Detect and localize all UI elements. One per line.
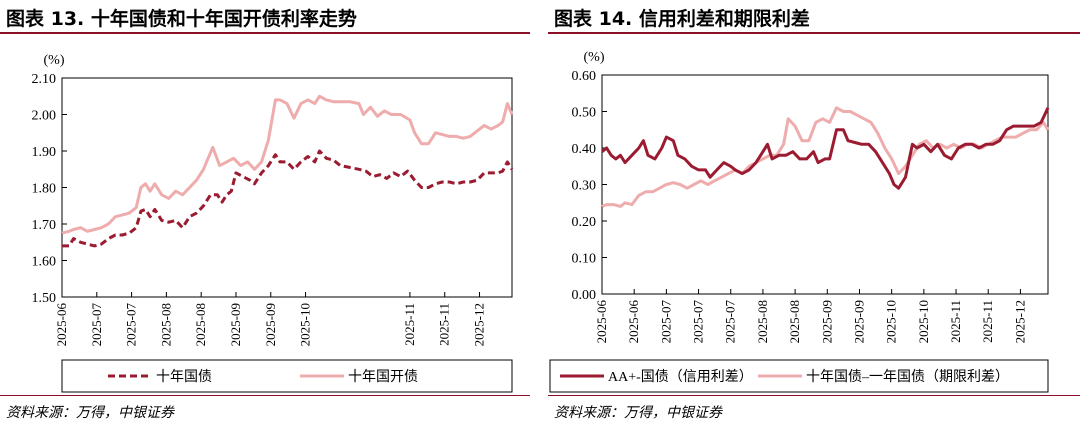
footer-divider: [548, 395, 1080, 396]
legend-box: [61, 359, 513, 393]
series-line: [61, 94, 514, 235]
chart-title: 图表 14. 信用利差和期限利差: [554, 8, 810, 30]
x-tick-label: 2025-06: [54, 303, 69, 347]
x-tick-label: 2025-08: [158, 303, 173, 346]
x-tick-label: 2025-07: [89, 303, 104, 347]
x-tick-label: 2025-10: [916, 300, 931, 343]
legend-label: 十年国债: [156, 369, 212, 385]
x-tick-label: 2025-11: [980, 300, 995, 343]
x-tick-label: 2025-11: [948, 300, 963, 343]
x-tick-label: 2025-09: [228, 303, 243, 346]
y-tick-label: 2.00: [32, 109, 57, 124]
x-tick-label: 2025-09: [819, 300, 834, 343]
x-tick-label: 2025-12: [472, 303, 487, 346]
y-tick-label: 1.50: [32, 291, 57, 306]
x-tick-label: 2025-07: [723, 300, 738, 344]
x-tick-label: 2025-11: [437, 303, 452, 346]
y-axis-unit: (%): [584, 50, 605, 65]
x-tick-label: 2025-09: [263, 303, 278, 346]
legend-label: AA+-国债（信用利差）: [608, 369, 753, 385]
plot-frame: [61, 77, 513, 298]
source-note: 资料来源：万得，中银证券: [554, 405, 722, 421]
y-tick-label: 0.30: [572, 179, 597, 194]
y-tick-label: 1.90: [32, 145, 57, 160]
y-axis-unit: (%): [44, 53, 65, 68]
x-tick-label: 2025-06: [626, 300, 641, 344]
title-divider: [0, 32, 530, 34]
series-line: [601, 107, 1050, 190]
series-line: [62, 149, 514, 248]
legend-label: 十年国债–一年国债（期限利差）: [806, 369, 1009, 385]
x-tick-label: 2025-10: [298, 303, 313, 346]
line-chart-spreads: (%) 0.00 0.10 0.20 0.30 0.40 0.50 0.60 2025-06 20…: [549, 50, 1050, 393]
x-tick-label: 2025-12: [1012, 300, 1027, 343]
x-tick-label: 2025-07: [691, 300, 706, 344]
y-tick-label: 2.10: [32, 72, 57, 87]
x-tick-label: 2025-09: [851, 300, 866, 343]
chart-title: 图表 13. 十年国债和十年国开债利率走势: [6, 8, 357, 30]
y-tick-label: 0.40: [572, 142, 597, 157]
chart-panel-spreads: 图表 14. 信用利差和期限利差 (%) 0.00 0.10 0.20 0.30 0.40…: [548, 0, 1080, 447]
y-tick-label: 0.50: [572, 106, 597, 121]
y-tick-label: 1.70: [32, 218, 57, 233]
y-tick-label: 0.10: [572, 252, 597, 267]
chart-panel-bond-yields: 图表 13. 十年国债和十年国开债利率走势 (%) 1.50 1.60 1.70 1.8…: [0, 0, 530, 447]
y-tick-label: 1.60: [32, 255, 57, 270]
line-chart-bond-yields: (%) 1.50 1.60 1.70 1.80 1.90 2.00 2.10 2025-06 20…: [32, 53, 514, 393]
x-tick-label: 2025-08: [755, 300, 770, 343]
x-tick-label: 2025-08: [193, 303, 208, 346]
x-tick-label: 2025-08: [787, 300, 802, 343]
x-tick-label: 2025-11: [402, 303, 417, 346]
source-note: 资料来源：万得，中银证券: [6, 405, 174, 421]
x-tick-label: 2025-07: [124, 303, 139, 347]
x-tick-label: 2025-07: [658, 300, 673, 344]
y-tick-label: 0.60: [572, 69, 597, 84]
y-tick-label: 0.20: [572, 215, 597, 230]
y-tick-label: 0.00: [572, 288, 597, 303]
footer-divider: [0, 395, 530, 396]
series-line: [601, 106, 1050, 208]
x-tick-label: 2025-06: [594, 300, 609, 344]
legend-label: 十年国开债: [348, 369, 418, 385]
title-divider: [548, 32, 1080, 34]
x-tick-label: 2025-10: [884, 300, 899, 343]
legend-box: [549, 359, 1049, 393]
y-tick-label: 1.80: [32, 182, 57, 197]
